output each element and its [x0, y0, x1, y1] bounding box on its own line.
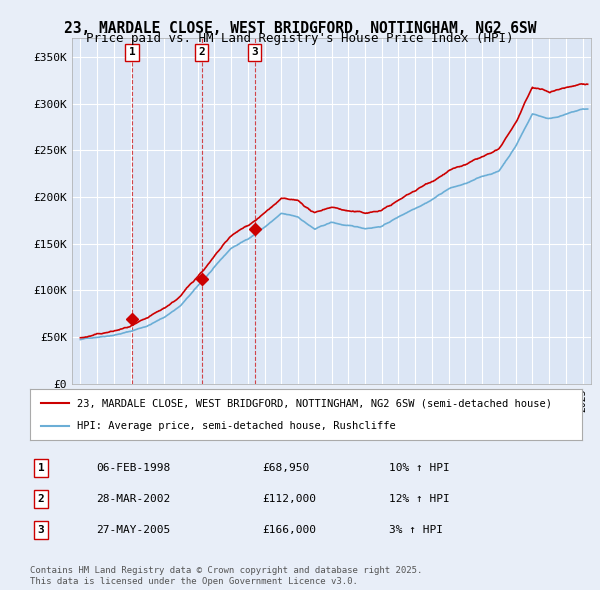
Text: 3: 3 — [38, 525, 44, 535]
Text: 1: 1 — [129, 47, 136, 57]
Text: HPI: Average price, semi-detached house, Rushcliffe: HPI: Average price, semi-detached house,… — [77, 421, 395, 431]
Text: 2: 2 — [38, 494, 44, 504]
Text: 2: 2 — [198, 47, 205, 57]
Text: £68,950: £68,950 — [262, 463, 309, 473]
Text: Contains HM Land Registry data © Crown copyright and database right 2025.
This d: Contains HM Land Registry data © Crown c… — [30, 566, 422, 586]
Text: 3: 3 — [251, 47, 258, 57]
Text: 10% ↑ HPI: 10% ↑ HPI — [389, 463, 449, 473]
Text: 1: 1 — [38, 463, 44, 473]
Text: £112,000: £112,000 — [262, 494, 316, 504]
Text: 3% ↑ HPI: 3% ↑ HPI — [389, 525, 443, 535]
Text: 27-MAY-2005: 27-MAY-2005 — [96, 525, 170, 535]
Text: 28-MAR-2002: 28-MAR-2002 — [96, 494, 170, 504]
Text: 12% ↑ HPI: 12% ↑ HPI — [389, 494, 449, 504]
Text: £166,000: £166,000 — [262, 525, 316, 535]
Text: 23, MARDALE CLOSE, WEST BRIDGFORD, NOTTINGHAM, NG2 6SW: 23, MARDALE CLOSE, WEST BRIDGFORD, NOTTI… — [64, 21, 536, 35]
Text: 06-FEB-1998: 06-FEB-1998 — [96, 463, 170, 473]
Text: Price paid vs. HM Land Registry's House Price Index (HPI): Price paid vs. HM Land Registry's House … — [86, 32, 514, 45]
Text: 23, MARDALE CLOSE, WEST BRIDGFORD, NOTTINGHAM, NG2 6SW (semi-detached house): 23, MARDALE CLOSE, WEST BRIDGFORD, NOTTI… — [77, 398, 552, 408]
